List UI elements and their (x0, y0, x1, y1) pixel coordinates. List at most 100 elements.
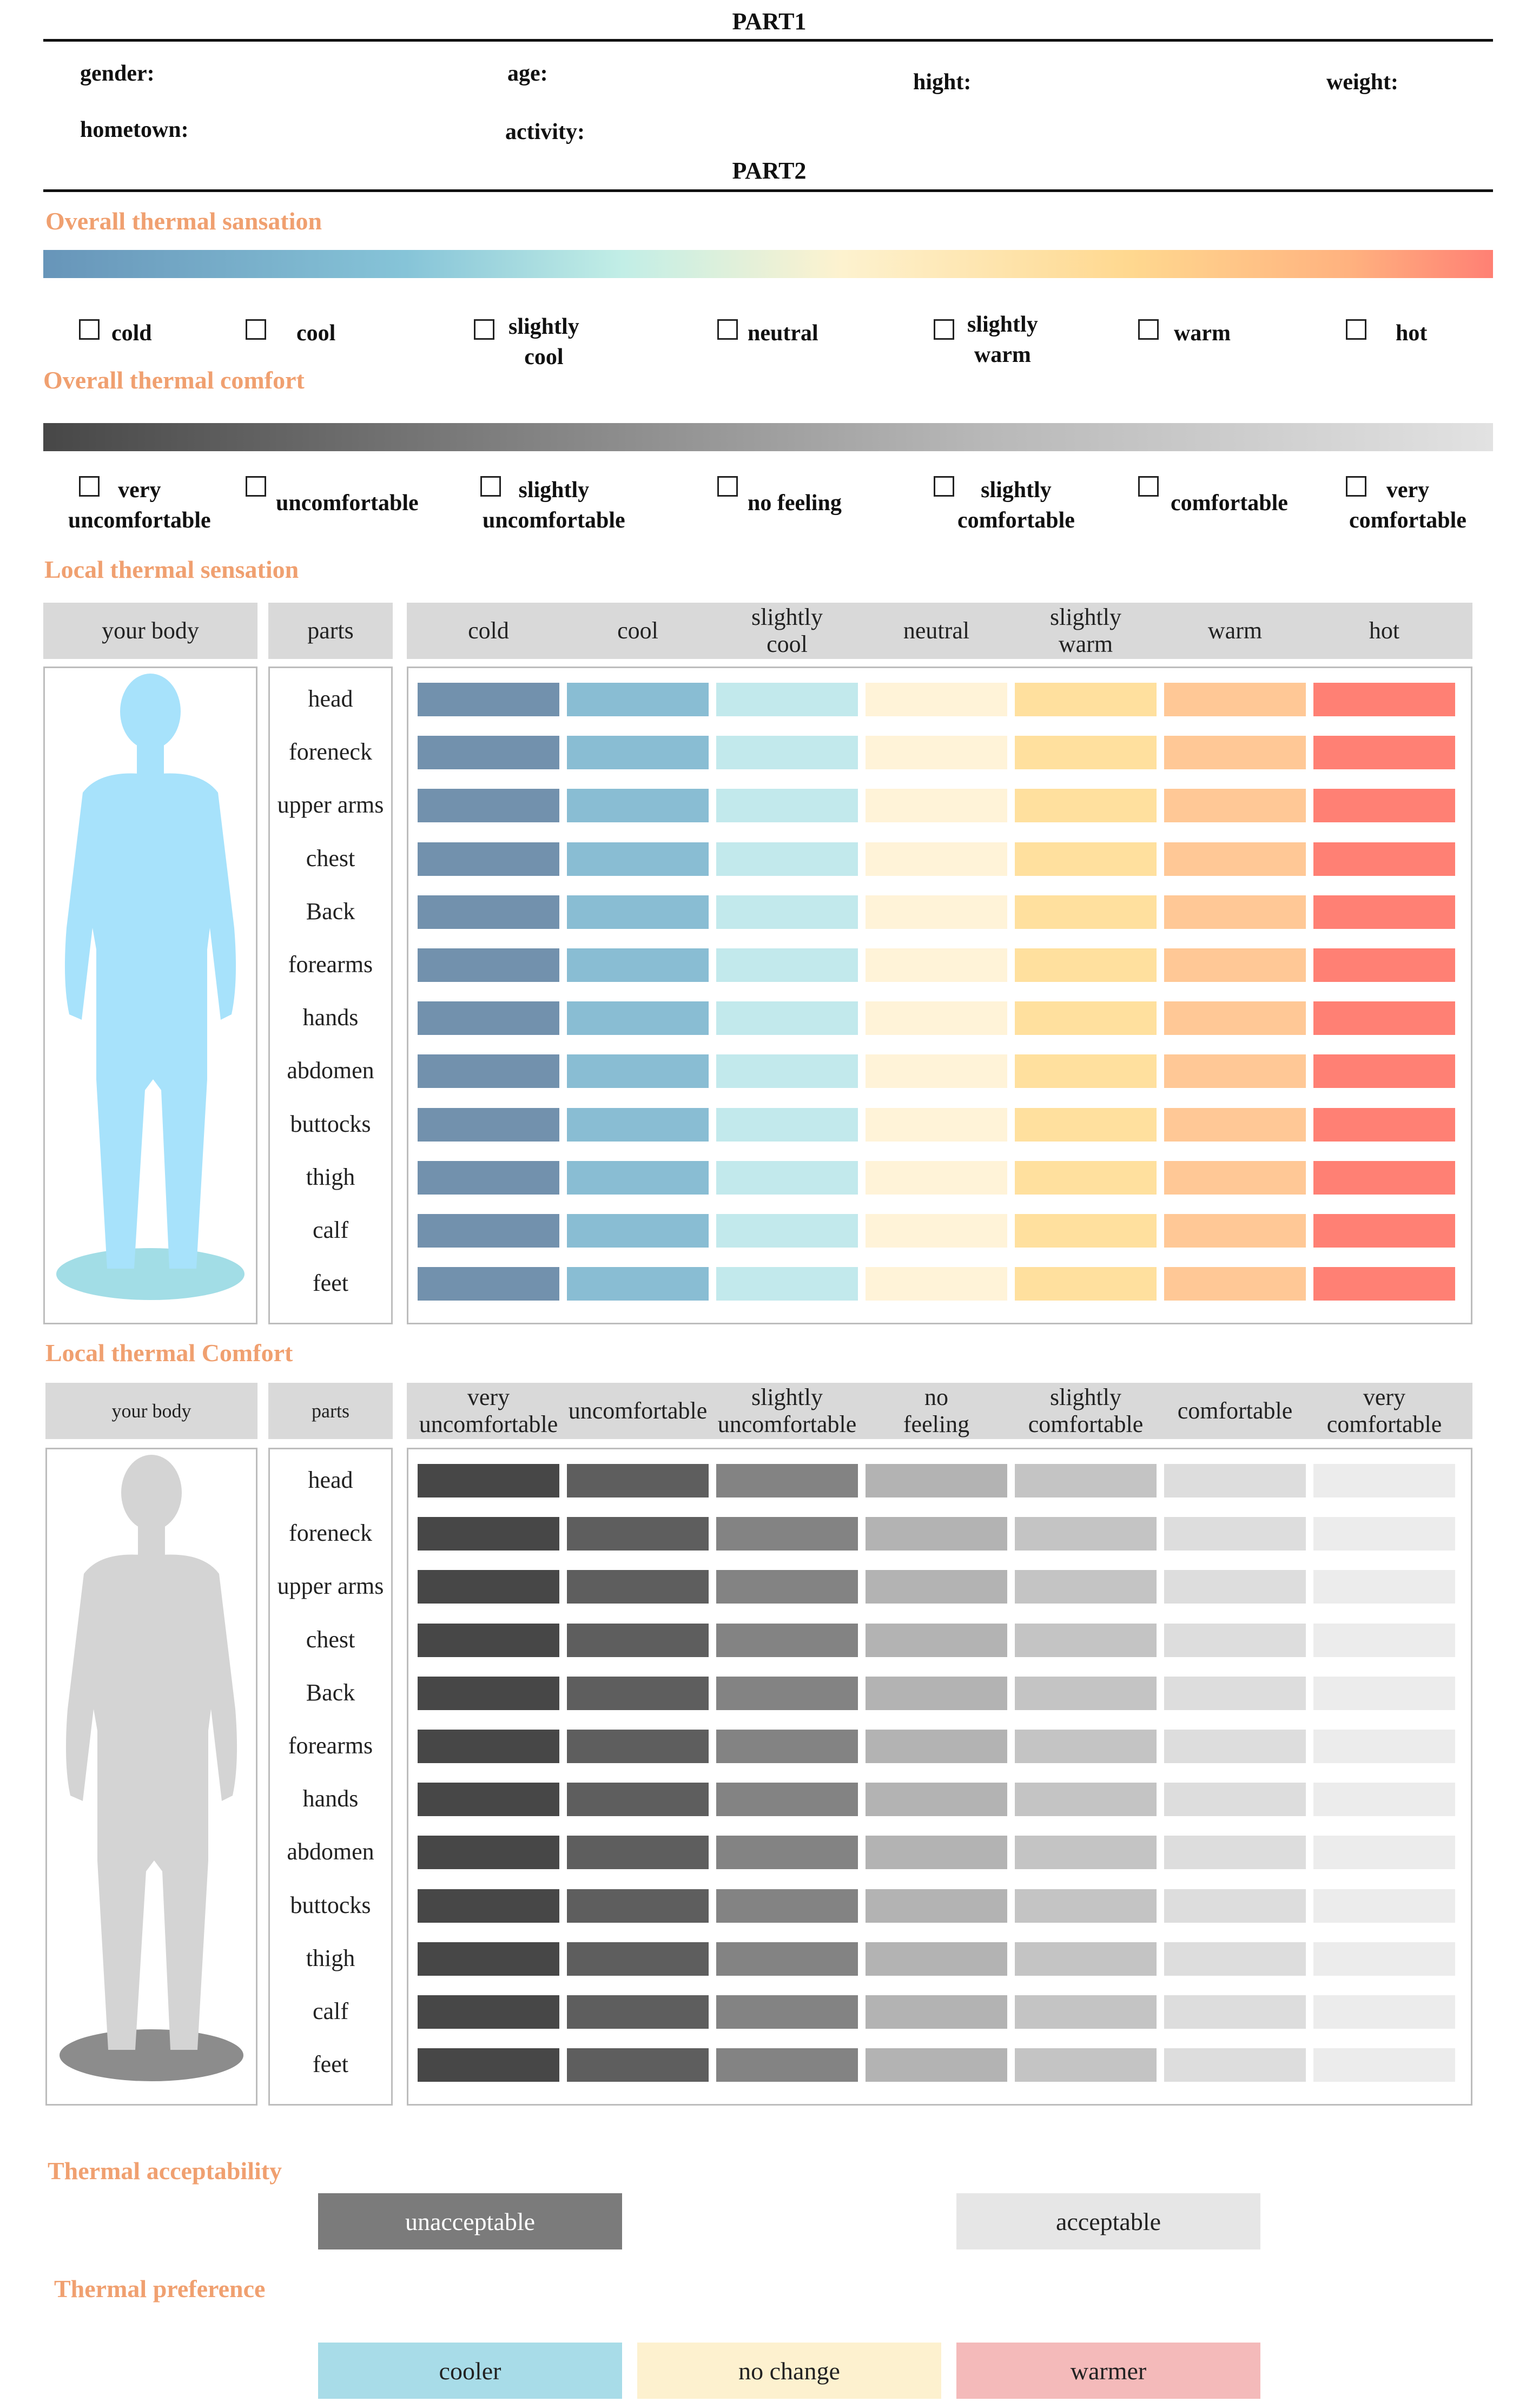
rating-cell[interactable] (567, 1214, 709, 1248)
rating-cell[interactable] (866, 683, 1007, 716)
rating-cell[interactable] (1313, 1995, 1455, 2029)
rating-cell[interactable] (716, 1160, 858, 1195)
rating-cell[interactable] (866, 1676, 1007, 1710)
rating-cell[interactable] (1015, 1160, 1157, 1195)
rating-cell[interactable] (1164, 1107, 1306, 1142)
checkbox-icon[interactable] (79, 319, 100, 340)
rating-cell[interactable] (1313, 1464, 1455, 1497)
rating-cell[interactable] (567, 1464, 709, 1497)
rating-cell[interactable] (866, 1836, 1007, 1870)
checkbox-icon[interactable] (1138, 476, 1159, 497)
rating-cell[interactable] (1015, 1942, 1157, 1976)
rating-cell[interactable] (567, 1623, 709, 1657)
rating-cell[interactable] (1015, 1214, 1157, 1248)
rating-cell[interactable] (1164, 1730, 1306, 1763)
rating-cell[interactable] (567, 1676, 709, 1710)
rating-cell[interactable] (1015, 1054, 1157, 1088)
rating-cell[interactable] (866, 2048, 1007, 2082)
rating-cell[interactable] (866, 1783, 1007, 1817)
checkbox-icon[interactable] (474, 319, 494, 340)
rating-cell[interactable] (866, 1267, 1007, 1301)
rating-cell[interactable] (1015, 1676, 1157, 1710)
rating-cell[interactable] (1313, 1107, 1455, 1142)
rating-cell[interactable] (567, 1107, 709, 1142)
rating-cell[interactable] (567, 1783, 709, 1817)
rating-cell[interactable] (1164, 1942, 1306, 1976)
rating-cell[interactable] (1164, 1517, 1306, 1551)
rating-cell[interactable] (567, 895, 709, 929)
rating-cell[interactable] (866, 895, 1007, 929)
rating-cell[interactable] (1015, 1107, 1157, 1142)
rating-cell[interactable] (1313, 736, 1455, 770)
rating-cell[interactable] (1164, 1267, 1306, 1301)
rating-cell[interactable] (418, 895, 559, 929)
rating-cell[interactable] (866, 1107, 1007, 1142)
rating-cell[interactable] (418, 1676, 559, 1710)
rating-cell[interactable] (418, 1836, 559, 1870)
rating-cell[interactable] (1015, 1783, 1157, 1817)
rating-cell[interactable] (1313, 683, 1455, 716)
checkbox-icon[interactable] (934, 476, 954, 497)
checkbox-icon[interactable] (79, 476, 100, 497)
rating-cell[interactable] (1313, 2048, 1455, 2082)
rating-cell[interactable] (418, 683, 559, 716)
rating-cell[interactable] (716, 1054, 858, 1088)
rating-cell[interactable] (1164, 895, 1306, 929)
rating-cell[interactable] (1015, 1730, 1157, 1763)
rating-cell[interactable] (418, 1054, 559, 1088)
rating-cell[interactable] (716, 1517, 858, 1551)
rating-cell[interactable] (1313, 1676, 1455, 1710)
rating-cell[interactable] (716, 842, 858, 876)
rating-cell[interactable] (1164, 1783, 1306, 1817)
rating-cell[interactable] (1313, 1623, 1455, 1657)
rating-cell[interactable] (716, 1107, 858, 1142)
unacceptable-button[interactable]: unacceptable (318, 2193, 622, 2249)
rating-cell[interactable] (418, 1889, 559, 1923)
rating-cell[interactable] (1015, 895, 1157, 929)
rating-cell[interactable] (567, 1730, 709, 1763)
rating-cell[interactable] (1015, 1001, 1157, 1035)
rating-cell[interactable] (716, 948, 858, 982)
checkbox-icon[interactable] (246, 476, 266, 497)
rating-cell[interactable] (1164, 1160, 1306, 1195)
rating-cell[interactable] (1313, 895, 1455, 929)
rating-cell[interactable] (1164, 1676, 1306, 1710)
rating-cell[interactable] (1313, 1783, 1455, 1817)
rating-cell[interactable] (866, 1942, 1007, 1976)
rating-cell[interactable] (1015, 1267, 1157, 1301)
checkbox-icon[interactable] (717, 476, 738, 497)
rating-cell[interactable] (567, 1267, 709, 1301)
rating-cell[interactable] (1164, 1995, 1306, 2029)
rating-cell[interactable] (567, 842, 709, 876)
checkbox-icon[interactable] (1138, 319, 1159, 340)
rating-cell[interactable] (866, 1517, 1007, 1551)
rating-cell[interactable] (1313, 1570, 1455, 1604)
checkbox-icon[interactable] (1346, 319, 1366, 340)
cooler-button[interactable]: cooler (318, 2343, 622, 2399)
rating-cell[interactable] (716, 683, 858, 716)
rating-cell[interactable] (1015, 842, 1157, 876)
rating-cell[interactable] (1164, 842, 1306, 876)
rating-cell[interactable] (716, 1214, 858, 1248)
acceptable-button[interactable]: acceptable (956, 2193, 1260, 2249)
rating-cell[interactable] (1313, 1001, 1455, 1035)
rating-cell[interactable] (567, 1889, 709, 1923)
rating-cell[interactable] (866, 1464, 1007, 1497)
rating-cell[interactable] (716, 2048, 858, 2082)
no-change-button[interactable]: no change (637, 2343, 941, 2399)
rating-cell[interactable] (1015, 1464, 1157, 1497)
rating-cell[interactable] (567, 1160, 709, 1195)
rating-cell[interactable] (1015, 948, 1157, 982)
rating-cell[interactable] (716, 1676, 858, 1710)
rating-cell[interactable] (418, 1623, 559, 1657)
rating-cell[interactable] (418, 1783, 559, 1817)
checkbox-icon[interactable] (1346, 476, 1366, 497)
rating-cell[interactable] (1164, 2048, 1306, 2082)
rating-cell[interactable] (716, 1889, 858, 1923)
rating-cell[interactable] (1015, 1517, 1157, 1551)
rating-cell[interactable] (567, 1995, 709, 2029)
rating-cell[interactable] (567, 1942, 709, 1976)
rating-cell[interactable] (418, 1570, 559, 1604)
rating-cell[interactable] (716, 1001, 858, 1035)
rating-cell[interactable] (716, 1783, 858, 1817)
